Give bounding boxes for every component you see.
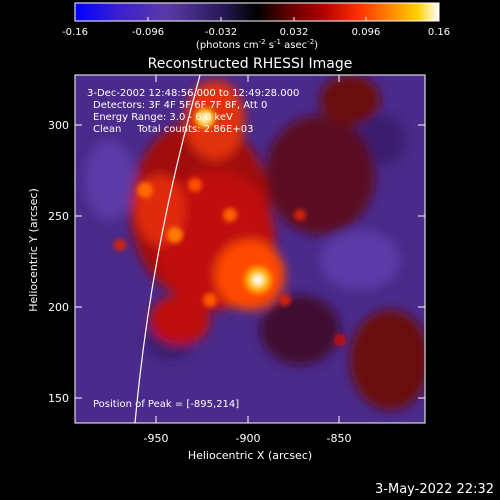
colorbar-units: (photons cm-2 s-1 asec-2) (196, 38, 318, 51)
y-tick-label: 200 (48, 301, 69, 314)
cb-tick-label: 0.096 (352, 27, 381, 38)
x-tick-labels: -950 -900 -850 (144, 432, 352, 445)
solar-limb (134, 75, 201, 423)
info-block: 3-Dec-2002 12:48:56.000 to 12:49:28.000 … (87, 88, 299, 135)
y-tick-label: 150 (48, 392, 69, 405)
axis-ticks (75, 75, 425, 423)
info-time: 3-Dec-2002 12:48:56.000 to 12:49:28.000 (87, 88, 299, 99)
plot-title: Reconstructed RHESSI Image (148, 56, 353, 72)
y-axis-label: Heliocentric Y (arcsec) (27, 188, 40, 312)
x-tick-label: -950 (144, 432, 169, 445)
info-detectors: Detectors: 3F 4F 5F 6F 7F 8F, Att 0 (93, 100, 267, 111)
cb-tick-label: -0.032 (205, 27, 237, 38)
cb-tick-label: 0.032 (280, 27, 309, 38)
colorbar (74, 2, 440, 22)
peak-position: Position of Peak = [-895,214] (93, 399, 239, 410)
y-tick-label: 250 (48, 210, 69, 223)
cb-tick-label: -0.096 (132, 27, 164, 38)
solar-image (75, 75, 425, 423)
colorbar-tick-labels: -0.16 -0.096 -0.032 0.032 0.096 0.16 (62, 27, 450, 38)
y-tick-labels: 300 250 200 150 (48, 119, 69, 405)
cb-tick-label: 0.16 (428, 27, 450, 38)
x-tick-label: -900 (236, 432, 261, 445)
y-tick-label: 300 (48, 119, 69, 132)
x-axis-label: Heliocentric X (arcsec) (188, 449, 312, 462)
timestamp: 3-May-2022 22:32 (375, 482, 494, 497)
info-energy: Energy Range: 3.0 - 6.0 keV (93, 112, 233, 123)
plot-frame (74, 74, 426, 424)
cb-tick-label: -0.16 (62, 27, 88, 38)
x-tick-label: -850 (327, 432, 352, 445)
info-clean: Clean Total counts: 2.86E+03 (93, 124, 253, 135)
colorbar-ticks (74, 17, 440, 21)
